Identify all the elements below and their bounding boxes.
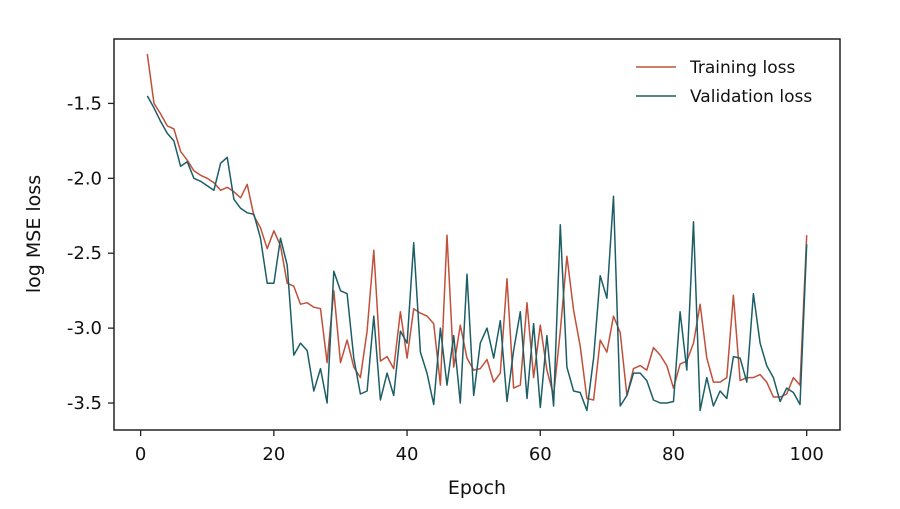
y-tick-label: -3.5 xyxy=(67,393,102,414)
x-tick-label: 20 xyxy=(262,444,285,465)
y-tick-label: -1.5 xyxy=(67,93,102,114)
y-axis-title: log MSE loss xyxy=(23,175,45,293)
x-tick-label: 60 xyxy=(529,444,552,465)
y-tick-label: -2.0 xyxy=(67,168,102,189)
x-tick-label: 40 xyxy=(396,444,419,465)
legend-label-validation-loss: Validation loss xyxy=(690,87,812,107)
x-axis-ticks: 0 20 40 60 80 100 xyxy=(135,430,824,465)
x-tick-label: 0 xyxy=(135,444,146,465)
plot-frame xyxy=(113,38,841,431)
y-axis-ticks: -1.5 -2.0 -2.5 -3.0 -3.5 xyxy=(67,93,114,414)
y-tick-label: -2.5 xyxy=(67,243,102,264)
series-lines xyxy=(146,53,808,412)
legend: Training loss Validation loss xyxy=(636,58,812,107)
legend-label-training-loss: Training loss xyxy=(689,58,795,78)
x-tick-label: 80 xyxy=(662,444,685,465)
x-tick-label: 100 xyxy=(790,444,824,465)
x-axis-title: Epoch xyxy=(448,477,506,499)
series-line-validation-loss xyxy=(146,95,808,412)
y-tick-label: -3.0 xyxy=(67,318,102,339)
